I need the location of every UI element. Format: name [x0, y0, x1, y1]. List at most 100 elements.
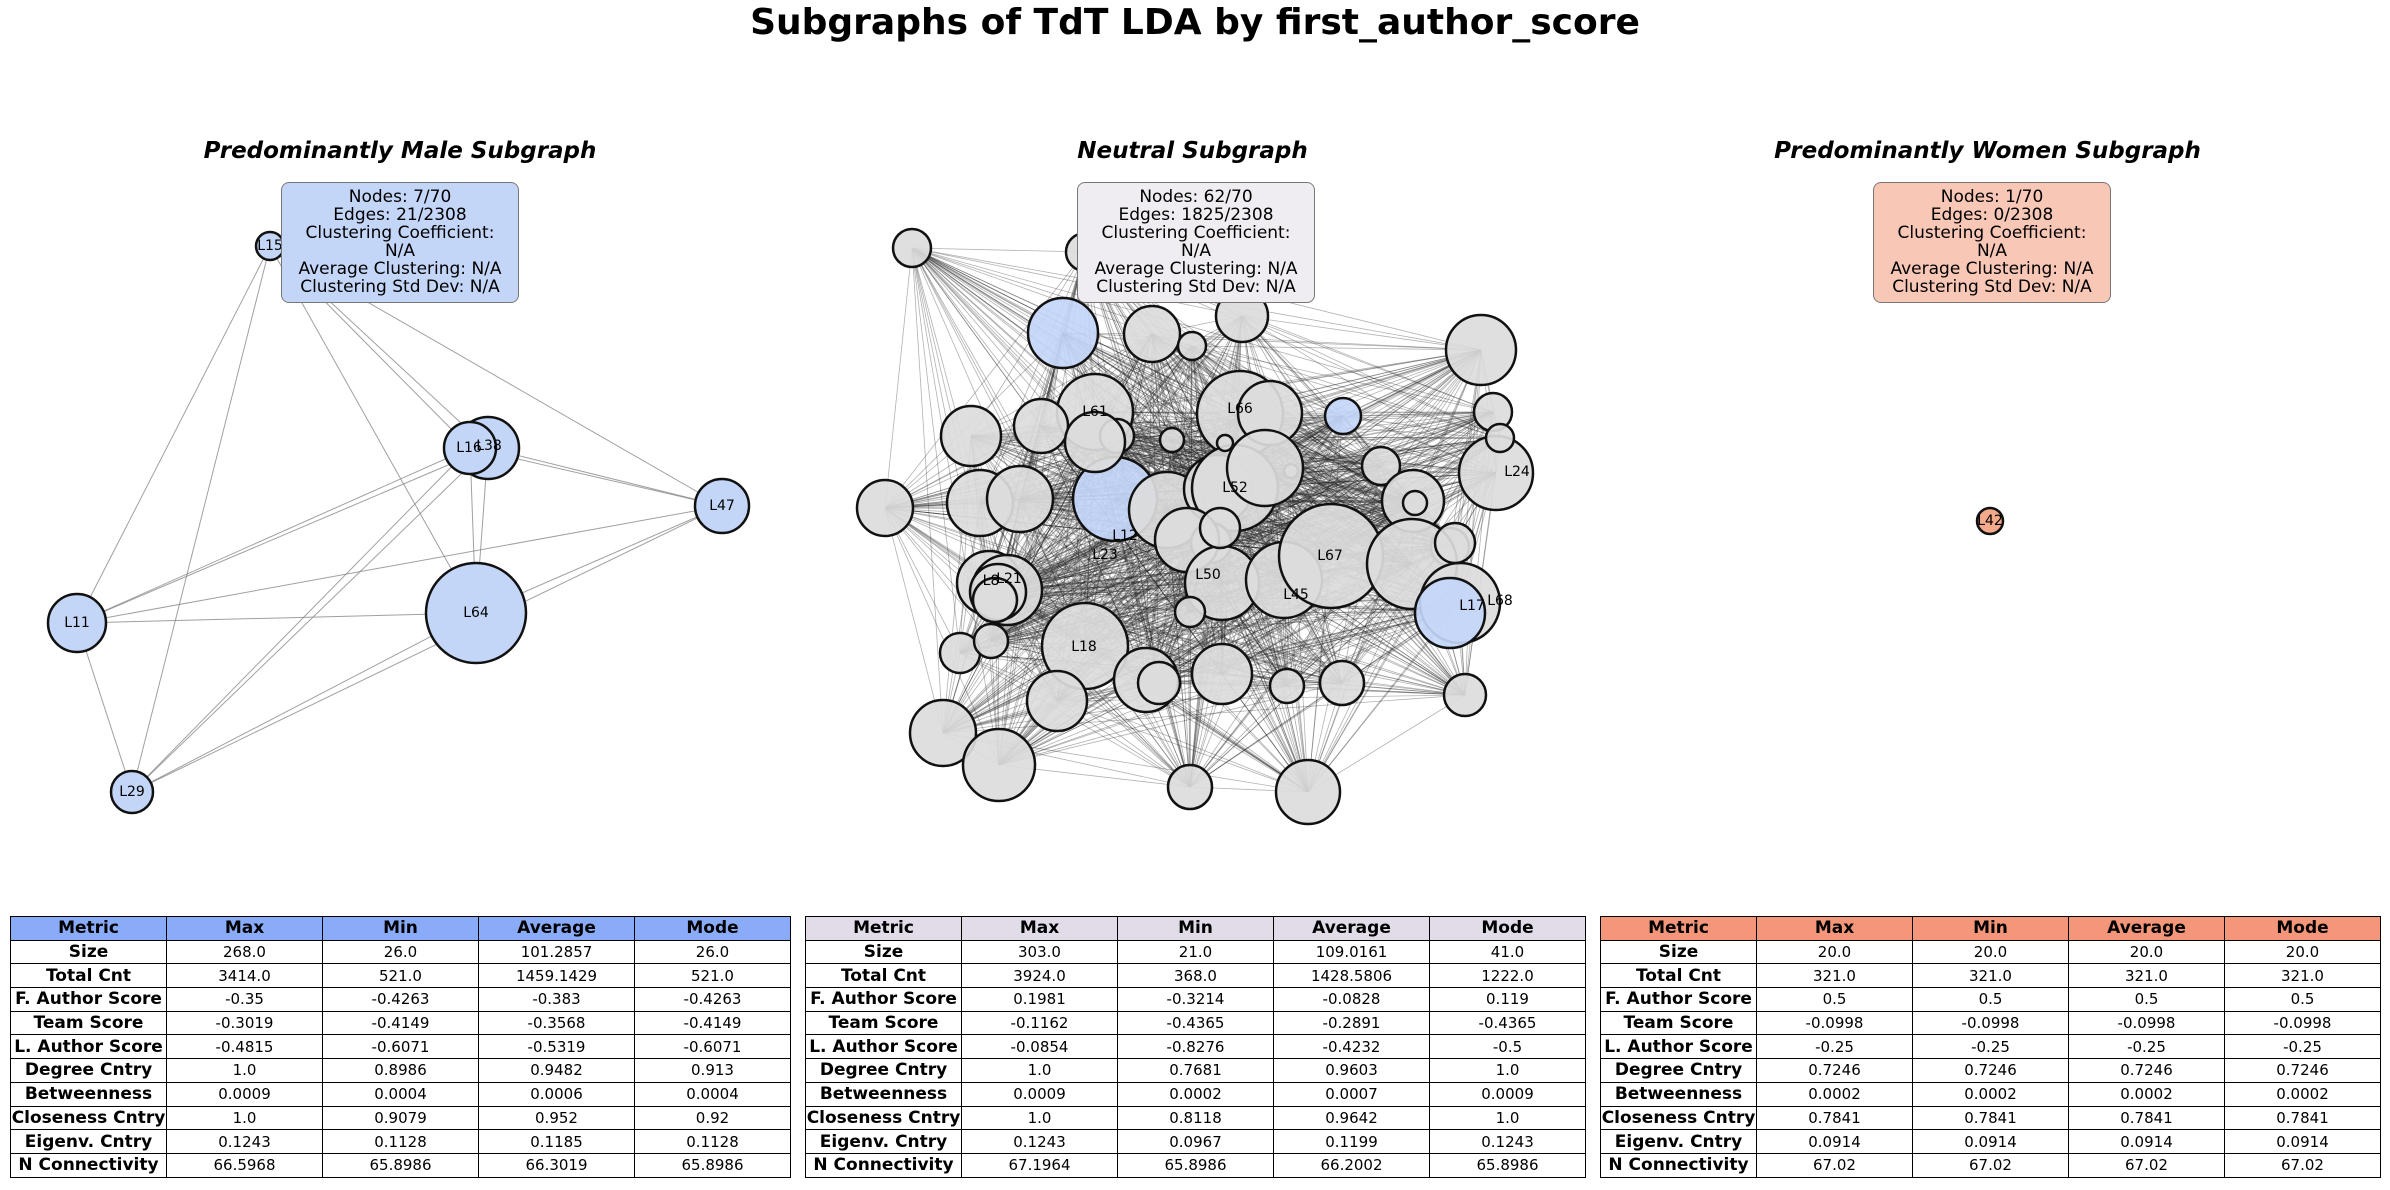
metric-value-cell: 0.0002 [1912, 1081, 2069, 1107]
metric-value-cell: 0.5 [2068, 987, 2225, 1012]
edge [1269, 349, 1482, 414]
edge [884, 507, 1343, 684]
node-l11 [46, 592, 108, 654]
table-row: Eigenv. Cntry 0.0914 0.0914 0.0914 0.0914 [1600, 1129, 2381, 1154]
metric-value-cell: 0.0004 [322, 1081, 479, 1107]
edge [997, 591, 1343, 684]
metric-value-cell: 0.1128 [322, 1129, 479, 1154]
metric-value-cell: 0.8118 [1117, 1105, 1274, 1131]
node [1318, 659, 1366, 707]
metric-value-cell: -0.0998 [2068, 1010, 2225, 1036]
node-label-l64: L64 [463, 605, 489, 621]
node-label-l18: L18 [1071, 639, 1097, 655]
column-header: Average [478, 916, 635, 941]
metric-value-cell: 0.0004 [634, 1081, 791, 1107]
metric-value-cell: -0.0998 [1912, 1010, 2069, 1036]
edge [1241, 315, 1382, 467]
node-l64 [424, 561, 528, 665]
edge [990, 539, 1188, 642]
node-l16 [442, 420, 498, 476]
edge [1056, 700, 1309, 793]
stat-average-clustering: Average Clustering: N/A [1890, 259, 2094, 279]
node [1274, 758, 1342, 826]
metric-value-cell: 3924.0 [961, 963, 1118, 989]
women-subgraph-panel: Predominantly Women Subgraph L42 Nodes: … [1590, 138, 2385, 898]
metric-value-cell: -0.6071 [322, 1034, 479, 1060]
metric-name-cell: Team Score [1600, 1010, 1757, 1036]
edge [884, 507, 1000, 766]
metric-value-cell: 1428.5806 [1273, 963, 1430, 989]
node [972, 622, 1010, 660]
metric-value-cell: 0.0007 [1273, 1081, 1430, 1107]
metric-name-cell: Closeness Cntry [1600, 1105, 1757, 1131]
node-l47 [693, 477, 751, 535]
edge [997, 591, 1191, 788]
metric-value-cell: -0.25 [2068, 1034, 2225, 1060]
edge [1342, 411, 1494, 417]
metric-value-cell: 0.5 [1912, 987, 2069, 1012]
metric-value-cell: 65.8986 [634, 1152, 791, 1178]
metric-value-cell: 0.0002 [1756, 1081, 1913, 1107]
metric-value-cell: 67.02 [1912, 1152, 2069, 1178]
metric-value-cell: 0.0914 [1912, 1129, 2069, 1154]
node [1442, 672, 1488, 718]
metric-value-cell: 67.02 [1756, 1152, 1913, 1178]
metric-value-cell: 1.0 [1429, 1058, 1586, 1083]
edge [1084, 251, 1288, 687]
metric-value-cell: 0.1981 [961, 987, 1118, 1012]
metric-name-cell: Size [10, 939, 167, 965]
table-header-row: Metric Max Min Average Mode [805, 916, 1586, 941]
edge [1286, 685, 1466, 696]
metric-name-cell: Size [805, 939, 962, 965]
metric-name-cell: F. Author Score [1600, 987, 1757, 1012]
table-row: Eigenv. Cntry 0.1243 0.1128 0.1185 0.1128 [10, 1129, 791, 1154]
edge [998, 498, 1021, 766]
metric-value-cell: 0.1185 [478, 1129, 635, 1154]
edge [1040, 425, 1147, 681]
metric-name-cell: Betweenness [10, 1081, 167, 1107]
metric-value-cell: 0.1128 [634, 1129, 791, 1154]
edge [1114, 498, 1191, 788]
metric-value-cell: -0.4232 [1273, 1034, 1430, 1060]
metric-value-cell: 0.7246 [2068, 1058, 2225, 1083]
edge [1241, 315, 1501, 439]
edge [1094, 349, 1482, 413]
metric-value-cell: 101.2857 [478, 939, 635, 965]
node-label-l23: L23 [1092, 547, 1118, 563]
stat-average-clustering: Average Clustering: N/A [1094, 259, 1298, 279]
node [1268, 667, 1306, 705]
metric-value-cell: 65.8986 [1429, 1152, 1586, 1178]
metric-value-cell: -0.4149 [322, 1010, 479, 1036]
edge [884, 507, 1466, 696]
metric-value-cell: -0.25 [1912, 1034, 2069, 1060]
metric-value-cell: -0.383 [478, 987, 635, 1012]
edge [911, 247, 1223, 675]
node [939, 404, 1003, 468]
metric-value-cell: 0.7246 [1756, 1058, 1913, 1083]
metric-value-cell: 65.8986 [322, 1152, 479, 1178]
node [908, 698, 978, 768]
metric-value-cell: 0.0914 [1756, 1129, 1913, 1154]
node-label-l11: L11 [64, 615, 90, 631]
edge [1151, 333, 1482, 351]
metric-name-cell: N Connectivity [1600, 1152, 1757, 1178]
metric-value-cell: 0.9642 [1273, 1105, 1430, 1131]
node [1484, 422, 1516, 454]
node [985, 464, 1055, 534]
edge [1040, 425, 1160, 684]
metric-value-cell: 67.1964 [961, 1152, 1118, 1178]
node [891, 227, 933, 269]
metric-value-cell: -0.6071 [634, 1034, 791, 1060]
column-header: Min [1912, 916, 2069, 941]
metric-name-cell: Eigenv. Cntry [10, 1129, 167, 1154]
table-row: Total Cnt 3924.0 368.0 1428.5806 1222.0 [805, 963, 1586, 989]
edge [998, 411, 1096, 766]
metric-value-cell: 0.1243 [961, 1129, 1118, 1154]
edge [979, 251, 1086, 504]
edge [1019, 498, 1309, 793]
metric-name-cell: Closeness Cntry [10, 1105, 167, 1131]
node-label-l52: L52 [1222, 480, 1248, 496]
table-row: Betweenness 0.0002 0.0002 0.0002 0.0002 [1600, 1081, 2381, 1107]
metric-value-cell: -0.4365 [1429, 1010, 1586, 1036]
stat-clustering-std: Clustering Std Dev: N/A [300, 277, 500, 297]
